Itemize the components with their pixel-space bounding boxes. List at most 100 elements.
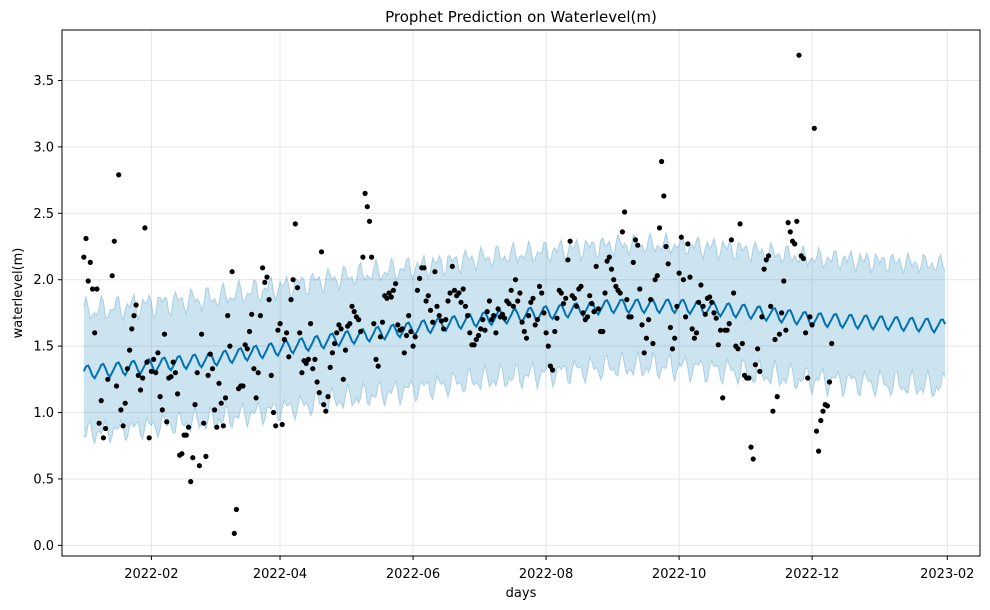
observed-point: [761, 266, 767, 272]
observed-point: [218, 400, 224, 406]
observed-point: [574, 303, 580, 309]
observed-point: [190, 455, 196, 461]
observed-point: [85, 278, 91, 284]
observed-point: [824, 403, 831, 409]
observed-point: [120, 423, 126, 429]
observed-point: [755, 346, 761, 352]
observed-point: [818, 417, 824, 424]
observed-point: [441, 326, 447, 332]
observed-point: [277, 321, 283, 327]
observed-point: [253, 395, 259, 401]
observed-point: [316, 390, 322, 396]
observed-point: [451, 287, 458, 293]
observed-point: [312, 356, 318, 362]
observed-point: [327, 364, 333, 370]
observed-point: [334, 330, 340, 336]
observed-point: [617, 290, 623, 296]
observed-point: [602, 290, 608, 296]
observed-point: [656, 225, 663, 231]
y-tick-label: 1.5: [33, 340, 54, 355]
observed-point: [332, 340, 338, 347]
x-tick-label: 2022-08: [519, 567, 573, 582]
observed-point: [648, 297, 654, 303]
observed-point: [203, 453, 209, 459]
observed-point: [757, 368, 763, 374]
observed-point: [412, 334, 418, 340]
observed-point: [550, 367, 556, 373]
observed-point: [458, 299, 464, 305]
observed-point: [175, 391, 181, 397]
observed-point: [246, 328, 253, 335]
observed-point: [526, 313, 532, 319]
observed-point: [539, 290, 545, 296]
observed-point: [196, 463, 202, 469]
observed-point: [484, 309, 490, 315]
observed-point: [495, 306, 501, 312]
observed-point: [482, 327, 488, 333]
observed-point: [816, 448, 822, 454]
observed-point: [792, 241, 798, 247]
observed-point: [759, 314, 765, 320]
observed-point: [800, 255, 807, 262]
observed-point: [515, 298, 521, 304]
observed-point: [183, 432, 189, 438]
y-tick-label: 0.5: [33, 472, 54, 487]
observed-point: [430, 319, 436, 325]
observed-point: [347, 321, 353, 327]
observed-point: [820, 408, 826, 414]
observed-point: [587, 293, 593, 299]
observed-point: [92, 330, 98, 336]
observed-point: [628, 314, 634, 320]
observed-point: [288, 297, 294, 303]
observed-point: [796, 52, 802, 58]
chart-title: Prophet Prediction on Waterlevel(m): [385, 8, 657, 26]
observed-point: [554, 315, 560, 321]
observed-point: [785, 220, 791, 226]
observed-point: [360, 254, 366, 260]
observed-point: [403, 332, 410, 339]
observed-point: [506, 301, 512, 307]
observed-point: [735, 346, 741, 352]
observed-point: [384, 295, 390, 301]
observed-point: [434, 303, 440, 309]
observed-point: [589, 301, 595, 307]
observed-point: [214, 424, 220, 430]
observed-point: [606, 254, 612, 260]
observed-point: [567, 238, 573, 244]
observed-point: [445, 298, 451, 304]
observed-point: [691, 335, 698, 341]
observed-point: [752, 362, 759, 368]
uncertainty-band: [83, 232, 946, 444]
observed-point: [593, 263, 599, 269]
observed-point: [273, 423, 279, 429]
observed-point: [669, 346, 676, 352]
observed-point: [528, 299, 534, 305]
observed-point: [231, 530, 237, 537]
observed-point: [611, 277, 617, 283]
observed-point: [512, 277, 519, 283]
observed-point: [201, 420, 207, 426]
x-axis-ticks: 2022-02 2022-04 2022-06 2022-08 2022-10 2022-…: [124, 556, 974, 582]
observed-point: [83, 235, 89, 242]
observed-point: [336, 322, 342, 328]
observed-point: [161, 331, 168, 337]
observed-point: [676, 270, 682, 276]
observed-point: [471, 342, 477, 348]
observed-point: [711, 310, 717, 316]
observed-point: [715, 342, 721, 348]
observed-point: [748, 444, 754, 450]
observed-point: [480, 317, 486, 323]
observed-point: [639, 322, 645, 328]
observed-point: [635, 242, 641, 248]
observed-point: [770, 408, 776, 414]
observed-point: [659, 158, 665, 165]
observed-point: [565, 257, 571, 263]
observed-point: [103, 425, 109, 432]
observed-point: [233, 506, 239, 513]
observed-point: [364, 204, 370, 210]
observed-point: [220, 423, 226, 429]
x-tick-label: 2022-06: [386, 567, 440, 582]
observed-point: [81, 254, 87, 260]
observed-point: [388, 294, 394, 300]
observed-point: [340, 376, 346, 382]
